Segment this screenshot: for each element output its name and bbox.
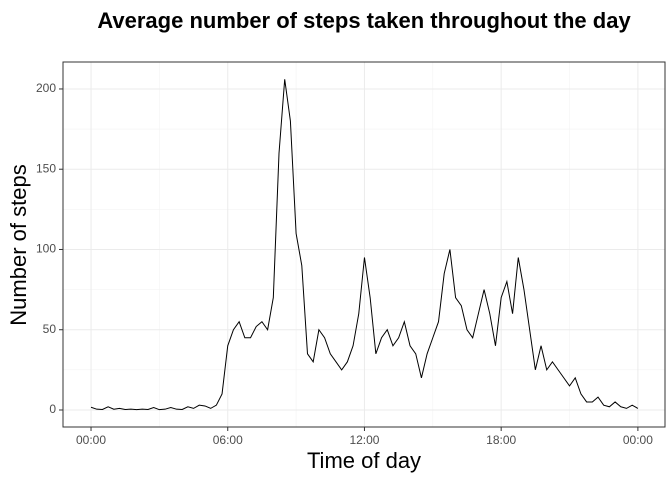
panel-border bbox=[62, 61, 666, 428]
y-tick-label: 100 bbox=[36, 242, 56, 256]
x-tick-label: 18:00 bbox=[486, 433, 516, 447]
y-tick-label: 150 bbox=[36, 161, 56, 175]
x-tick-label: 00:00 bbox=[623, 433, 653, 447]
chart-title: Average number of steps taken throughout… bbox=[97, 8, 631, 33]
y-tick-label: 0 bbox=[49, 402, 56, 416]
y-tick-label: 50 bbox=[43, 322, 57, 336]
y-axis-label: Number of steps bbox=[6, 164, 31, 325]
x-axis-label: Time of day bbox=[307, 448, 421, 473]
x-tick-label: 06:00 bbox=[213, 433, 243, 447]
line bbox=[90, 79, 639, 411]
x-tick-label: 12:00 bbox=[349, 433, 379, 447]
x-tick-label: 00:00 bbox=[76, 433, 106, 447]
y-tick-label: 200 bbox=[36, 81, 56, 95]
